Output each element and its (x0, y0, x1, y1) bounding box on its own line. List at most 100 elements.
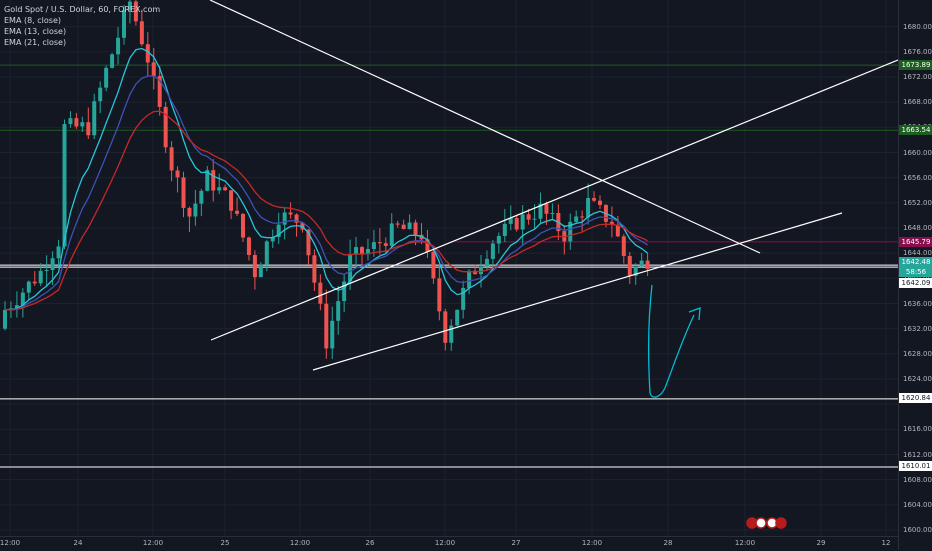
candle-body (395, 223, 400, 225)
candle-body (645, 260, 650, 269)
ema13-legend[interactable]: EMA (13, close) (4, 27, 67, 36)
event-flag-icon (755, 517, 767, 529)
projection-path (648, 284, 695, 398)
candle-body (496, 236, 501, 244)
price-tick: 1672.00 (903, 73, 932, 81)
candle-body (50, 258, 55, 271)
candle-body (443, 311, 448, 343)
candle-body (348, 254, 353, 282)
candle-body (32, 281, 37, 284)
price-tick: 1600.00 (903, 526, 932, 534)
symbol-title[interactable]: Gold Spot / U.S. Dollar, 60, FOREX.com (4, 5, 161, 14)
candle-body (550, 212, 555, 214)
candle-body (92, 101, 97, 136)
candle-body (56, 246, 61, 259)
candle-body (116, 37, 121, 55)
projection-arrowhead (688, 307, 701, 321)
price-label-badge: 1642.09 (899, 278, 932, 288)
candle-body (223, 187, 228, 191)
candle-body (20, 292, 25, 306)
candle-body (419, 234, 424, 240)
time-tick: 28 (663, 539, 673, 547)
time-tick: 27 (511, 539, 521, 547)
ema8-legend[interactable]: EMA (8, close) (4, 16, 61, 25)
candle-body (62, 124, 67, 247)
candle-body (377, 242, 382, 244)
candle-body (568, 221, 573, 242)
candle-body (264, 241, 269, 265)
candle-body (354, 247, 359, 255)
candle-body (371, 242, 376, 249)
price-tick: 1616.00 (903, 425, 932, 434)
candle-body (639, 260, 644, 267)
trendline-channel-upper (210, 59, 898, 341)
candle-body (580, 216, 585, 218)
price-axis[interactable]: 1680.001676.001672.001668.001664.001660.… (898, 0, 932, 550)
candle-body (586, 198, 591, 218)
candle-body (151, 62, 156, 77)
candle-body (336, 301, 341, 321)
candle-body (175, 170, 180, 178)
ema8-line (4, 47, 648, 311)
candle-body (193, 203, 198, 217)
candle-body (282, 212, 287, 225)
candle-body (270, 236, 275, 242)
time-tick: 12:00 (142, 539, 164, 547)
candle-body (104, 67, 109, 88)
time-axis[interactable]: 12:00 24 12:00 25 12:00 26 12:00 27 12:00 28 12:00… (0, 536, 898, 551)
trendline-descending (209, 0, 761, 254)
price-label-badge: 1645.79 (899, 236, 932, 247)
time-tick: 12 (881, 539, 891, 547)
candle-body (479, 266, 483, 275)
price-label-badge: 1610.01 (899, 461, 932, 471)
candle-body (633, 266, 638, 276)
candle-body (330, 320, 335, 349)
candle-body (407, 222, 412, 230)
candle-body (598, 200, 602, 205)
chart-area[interactable]: Gold Spot / U.S. Dollar, 60, FOREX.com E… (0, 0, 898, 536)
candle-body (312, 255, 317, 283)
candle-body (342, 281, 347, 302)
ema21-legend[interactable]: EMA (21, close) (4, 38, 67, 47)
candle-body (133, 1, 138, 22)
candle-body (235, 210, 240, 214)
price-tick: 1680.00 (903, 22, 932, 31)
candle-body (306, 229, 311, 256)
candle-body (520, 214, 525, 230)
price-label-badge: 1642.48 (899, 257, 932, 267)
price-tick: 1676.00 (903, 47, 932, 56)
time-tick: 12:00 (734, 539, 756, 547)
candle-body (389, 223, 394, 246)
candle-body (461, 287, 466, 310)
price-label-badge: 58:56 (899, 267, 932, 277)
candle-body (205, 170, 210, 191)
price-tick: 1612.00 (903, 450, 932, 459)
price-chart[interactable] (0, 0, 898, 536)
candle-body (211, 170, 216, 191)
candle-body (26, 281, 31, 293)
price-tick: 1632.00 (903, 324, 932, 333)
candle-body (241, 213, 245, 238)
time-tick: 25 (220, 539, 230, 547)
candle-body (181, 177, 186, 208)
candle-body (425, 239, 430, 252)
candle-body (110, 54, 115, 68)
candle-body (252, 254, 257, 278)
candle-body (484, 258, 489, 267)
candle-body (258, 264, 263, 278)
candle-body (288, 212, 293, 215)
candle-body (145, 44, 150, 63)
price-label-badge: 1620.84 (899, 393, 932, 403)
price-tick: 1656.00 (903, 173, 932, 182)
time-tick: 12:00 (434, 539, 456, 547)
candle-body (621, 236, 626, 256)
candle-body (86, 122, 91, 136)
candle-body (3, 309, 7, 329)
time-tick: 24 (73, 539, 83, 547)
candle-body (455, 309, 460, 326)
candle-body (80, 122, 85, 127)
trendline-channel-lower (312, 212, 843, 371)
candle-body (360, 247, 364, 255)
candle-body (98, 87, 103, 102)
candle-body (627, 255, 632, 276)
